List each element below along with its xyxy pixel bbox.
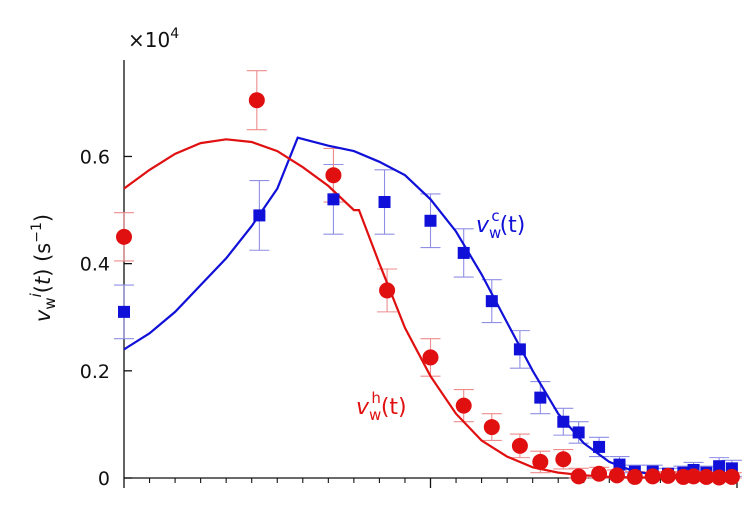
data-point-blue xyxy=(572,426,585,439)
axes: 0 0.2 0.4 0.6 xyxy=(80,60,738,490)
data-point-red xyxy=(116,228,132,245)
data-point-blue xyxy=(513,343,526,356)
data-point-red xyxy=(532,453,549,470)
y-axis-title: vwi(t) (s−1) xyxy=(27,214,59,322)
data-point-red xyxy=(511,437,528,454)
data-point-red xyxy=(626,468,643,485)
y-scale-factor: ×104 xyxy=(128,26,179,52)
data-markers xyxy=(116,92,740,486)
data-point-blue xyxy=(534,391,547,404)
data-point-blue xyxy=(253,209,266,222)
data-point-red xyxy=(591,465,608,482)
series-label-red: vwh(t) xyxy=(356,389,407,424)
data-point-red xyxy=(455,397,472,414)
chart-labels: ×104 vwi(t) (s−1) vwc(t) vwh(t) xyxy=(27,26,525,424)
fit-curve-blue xyxy=(123,136,737,479)
y-tick-label: 0.6 xyxy=(80,146,110,168)
data-point-blue xyxy=(485,295,498,308)
y-tick-label: 0 xyxy=(98,468,110,490)
fit-curve-red xyxy=(123,138,737,479)
data-point-blue xyxy=(118,305,130,318)
y-tick-label: 0.4 xyxy=(80,254,110,276)
data-point-blue xyxy=(713,460,726,473)
data-point-red xyxy=(248,92,265,109)
data-point-red xyxy=(608,467,625,484)
data-point-red xyxy=(723,468,740,485)
data-point-blue xyxy=(593,440,606,453)
data-point-red xyxy=(379,282,396,299)
data-point-blue xyxy=(424,214,437,227)
data-point-red xyxy=(325,167,342,184)
data-point-red xyxy=(711,469,728,486)
fit-curves xyxy=(123,136,737,479)
data-point-red xyxy=(570,468,587,485)
data-point-red xyxy=(422,349,439,366)
data-point-red xyxy=(685,468,702,485)
data-point-blue xyxy=(327,193,340,206)
data-point-red xyxy=(644,468,661,485)
data-point-red xyxy=(698,468,715,485)
error-bars xyxy=(114,70,742,479)
data-point-red xyxy=(483,419,500,436)
data-point-red xyxy=(660,467,677,484)
data-point-red xyxy=(555,451,572,468)
data-point-blue xyxy=(457,246,470,259)
series-label-blue: vwc(t) xyxy=(476,207,525,242)
data-point-blue xyxy=(378,196,391,209)
y-tick-label: 0.2 xyxy=(80,361,110,383)
data-point-blue xyxy=(557,415,570,428)
